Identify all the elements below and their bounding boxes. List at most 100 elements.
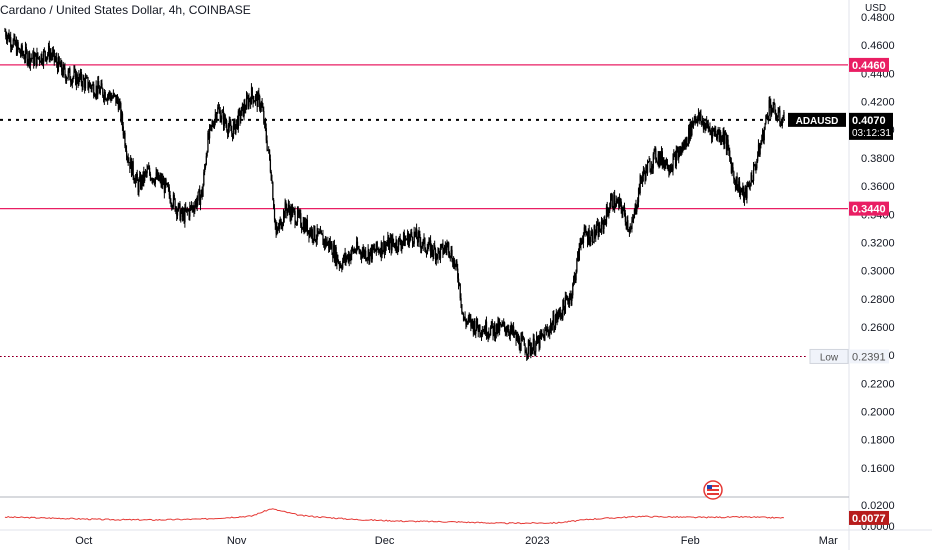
candle-body — [435, 249, 437, 261]
candle-body — [562, 300, 564, 318]
candle-body — [669, 169, 671, 173]
candle-body — [635, 204, 637, 212]
candle-body — [290, 206, 292, 220]
candle-body — [547, 328, 549, 333]
candle-body — [448, 253, 451, 256]
candle-body — [119, 102, 121, 104]
candle-body — [495, 323, 498, 335]
candle-body — [429, 240, 431, 242]
candle-body — [108, 92, 110, 96]
candle-body — [606, 206, 608, 212]
candle-body — [762, 130, 764, 140]
candle-body — [525, 352, 527, 354]
candle-body — [566, 297, 568, 299]
candle-body — [476, 318, 478, 330]
candle-body — [391, 237, 393, 251]
candle-body — [551, 324, 553, 331]
candle-body — [418, 231, 420, 235]
candle-body — [782, 118, 784, 121]
candle-body — [157, 172, 159, 179]
candle-body — [354, 249, 356, 252]
price-tick-label: 0.3000 — [861, 266, 895, 278]
candle-body — [529, 342, 531, 353]
candle-body — [650, 170, 652, 172]
horizontal-levels[interactable]: 0.4460 0.3440 Low 0.2391 — [0, 57, 889, 364]
candle-body — [228, 121, 230, 128]
candle-body — [420, 241, 422, 249]
candle-body — [502, 323, 504, 325]
candle-body — [163, 181, 166, 193]
candle-body — [352, 247, 354, 250]
candle-body — [381, 242, 383, 255]
candle-body — [115, 94, 117, 104]
candle-body — [439, 247, 442, 259]
candle-body — [55, 57, 57, 60]
candle-body — [330, 243, 332, 248]
candle-body — [126, 156, 129, 158]
candle-body — [308, 230, 310, 237]
candle-body — [99, 88, 101, 94]
candle-body — [648, 160, 650, 162]
candle-body — [77, 82, 79, 85]
candle-body — [359, 250, 361, 252]
candle-body — [315, 239, 318, 242]
candle-body — [208, 133, 210, 139]
candle-body — [181, 208, 183, 213]
candle-body — [563, 300, 565, 307]
candle-body — [708, 127, 710, 129]
candle-body — [295, 224, 297, 225]
candle-body — [537, 337, 539, 344]
candle-body — [153, 181, 156, 184]
candle-body — [6, 36, 8, 41]
candle-body — [70, 80, 72, 83]
candle-body — [296, 222, 298, 225]
candle-body — [395, 240, 397, 249]
candle-body — [223, 111, 225, 126]
candle-body — [617, 199, 619, 201]
candle-body — [316, 228, 318, 240]
candle-body — [394, 247, 396, 249]
candle-body — [553, 315, 555, 331]
candle-body — [185, 207, 187, 211]
candle-body — [266, 140, 268, 151]
candle-body — [235, 124, 237, 134]
candle-body — [662, 161, 664, 165]
candle-body — [428, 240, 430, 248]
candle-body — [37, 52, 39, 58]
candle-body — [653, 149, 655, 155]
candle-body — [593, 226, 595, 243]
candle-body — [329, 241, 331, 249]
candle-body — [679, 146, 682, 156]
candle-body — [693, 121, 696, 122]
candle-body — [193, 209, 195, 212]
candle-body — [383, 241, 385, 251]
candle-body — [670, 169, 672, 171]
candle-body — [430, 245, 433, 256]
candle-body — [549, 328, 551, 335]
candle-body — [214, 114, 216, 120]
candle-body — [393, 243, 395, 244]
time-axis: Oct Nov Dec 2023 Feb Mar — [75, 535, 838, 547]
candlestick-series — [4, 27, 785, 361]
candle-body — [482, 331, 484, 333]
candle-body — [739, 189, 742, 196]
candle-body — [284, 202, 286, 219]
candle-body — [127, 157, 129, 163]
candle-body — [625, 221, 627, 227]
candle-body — [494, 334, 497, 338]
candle-body — [203, 172, 205, 186]
candle-body — [441, 243, 443, 245]
candle-body — [716, 133, 719, 139]
candle-body — [522, 338, 525, 340]
candle-body — [232, 133, 234, 139]
candle-body — [361, 254, 363, 258]
candle-body — [746, 183, 748, 199]
us-flag-icon — [703, 480, 723, 500]
candle-body — [665, 160, 667, 166]
candle-body — [618, 199, 620, 207]
candle-body — [66, 77, 69, 79]
candle-body — [200, 189, 203, 196]
candle-body — [769, 100, 771, 104]
